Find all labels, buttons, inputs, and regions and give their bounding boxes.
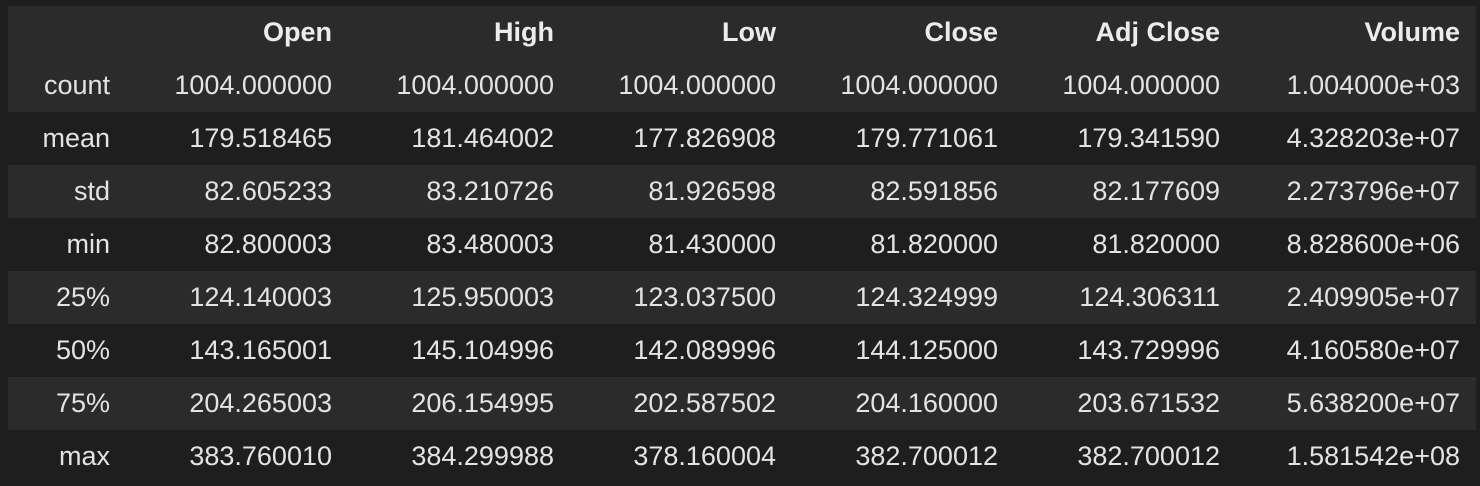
table-cell: 8.828600e+06 [1286,229,1460,259]
table-cell: 81.820000 [1092,229,1220,259]
table-cell: 81.430000 [648,229,776,259]
table-cell: 83.210726 [426,176,554,206]
table-cell: 203.671532 [1077,388,1220,418]
row-label: std [73,176,110,206]
table-cell: 143.165001 [189,335,332,365]
table-cell: 2.409905e+07 [1286,282,1460,312]
header-row: Open High Low Close Adj Close Volume [8,6,1476,59]
table-row: 75% 204.265003 206.154995 202.587502 204… [8,377,1476,430]
table-row: 50% 143.165001 145.104996 142.089996 144… [8,324,1476,377]
table-cell: 2.273796e+07 [1286,176,1460,206]
table-cell: 206.154995 [411,388,554,418]
row-label: mean [42,123,110,153]
row-label: 50% [55,335,110,365]
table-cell: 82.591856 [870,176,998,206]
table-cell: 4.328203e+07 [1286,123,1460,153]
table-cell: 82.605233 [204,176,332,206]
table-cell: 125.950003 [411,282,554,312]
table-row: mean 179.518465 181.464002 177.826908 17… [8,112,1476,165]
row-label: count [43,70,110,100]
table-cell: 124.306311 [1079,282,1220,312]
table-cell: 5.638200e+07 [1286,388,1460,418]
column-header-adj-close: Adj Close [1095,17,1220,47]
describe-table: Open High Low Close Adj Close Volume cou… [8,6,1476,483]
table-cell: 384.299988 [411,441,554,471]
column-header-volume: Volume [1364,17,1460,47]
column-header-open: Open [262,17,332,47]
table-cell: 145.104996 [411,335,554,365]
table-row: count 1004.000000 1004.000000 1004.00000… [8,59,1476,112]
table-cell: 83.480003 [426,229,554,259]
column-header-low: Low [722,17,776,47]
table-cell: 1004.000000 [1062,70,1220,100]
table-cell: 82.177609 [1092,176,1220,206]
table-cell: 204.160000 [855,388,998,418]
table-cell: 382.700012 [1077,441,1220,471]
row-label: max [58,441,110,471]
row-label: min [66,229,110,259]
row-label: 75% [55,388,110,418]
table-cell: 1004.000000 [174,70,332,100]
table-cell: 4.160580e+07 [1286,335,1460,365]
table-cell: 143.729996 [1077,335,1220,365]
table-cell: 181.464002 [411,123,554,153]
table-cell: 378.160004 [633,441,776,471]
table-row: std 82.605233 83.210726 81.926598 82.591… [8,165,1476,218]
index-header [8,6,126,59]
table-cell: 124.140003 [189,282,332,312]
table-cell: 81.820000 [870,229,998,259]
row-label: 25% [55,282,110,312]
table-row: 25% 124.140003 125.950003 123.037500 124… [8,271,1476,324]
column-header-high: High [494,17,554,47]
table-cell: 179.518465 [189,123,332,153]
table-cell: 382.700012 [855,441,998,471]
table-cell: 1.581542e+08 [1286,441,1460,471]
table-cell: 123.037500 [633,282,776,312]
table-cell: 204.265003 [189,388,332,418]
table-cell: 144.125000 [855,335,998,365]
table-row: min 82.800003 83.480003 81.430000 81.820… [8,218,1476,271]
table-cell: 1.004000e+03 [1286,70,1460,100]
table-cell: 383.760010 [189,441,332,471]
table-cell: 81.926598 [648,176,776,206]
table-cell: 142.089996 [633,335,776,365]
table-cell: 179.771061 [855,123,998,153]
table-cell: 124.324999 [855,282,998,312]
table-cell: 202.587502 [633,388,776,418]
table-row: max 383.760010 384.299988 378.160004 382… [8,430,1476,483]
table-cell: 177.826908 [633,123,776,153]
table-cell: 1004.000000 [840,70,998,100]
column-header-close: Close [924,17,998,47]
table-cell: 1004.000000 [618,70,776,100]
table-cell: 1004.000000 [396,70,554,100]
table-cell: 179.341590 [1077,123,1220,153]
table-cell: 82.800003 [204,229,332,259]
